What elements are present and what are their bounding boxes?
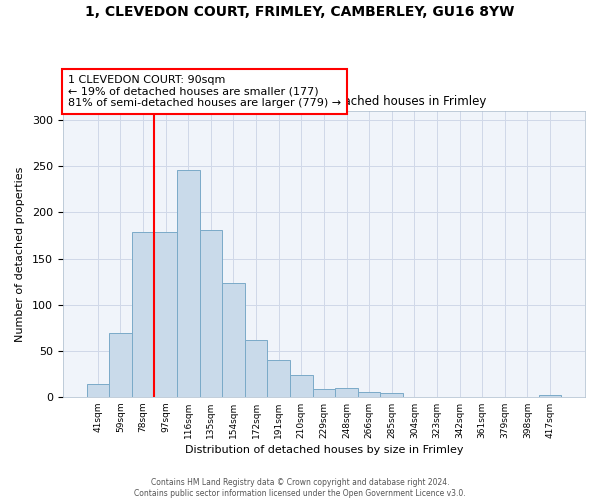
Bar <box>245 340 268 397</box>
Bar <box>109 333 132 397</box>
Title: Size of property relative to detached houses in Frimley: Size of property relative to detached ho… <box>162 96 486 108</box>
Bar <box>200 230 222 397</box>
Bar <box>177 170 200 397</box>
Bar <box>335 388 358 397</box>
Text: Contains HM Land Registry data © Crown copyright and database right 2024.
Contai: Contains HM Land Registry data © Crown c… <box>134 478 466 498</box>
Y-axis label: Number of detached properties: Number of detached properties <box>15 166 25 342</box>
Bar <box>86 384 109 397</box>
Bar <box>358 392 380 397</box>
X-axis label: Distribution of detached houses by size in Frimley: Distribution of detached houses by size … <box>185 445 463 455</box>
Bar <box>154 232 177 397</box>
Bar <box>290 374 313 397</box>
Bar <box>380 393 403 397</box>
Bar <box>222 284 245 397</box>
Bar <box>313 388 335 397</box>
Text: 1, CLEVEDON COURT, FRIMLEY, CAMBERLEY, GU16 8YW: 1, CLEVEDON COURT, FRIMLEY, CAMBERLEY, G… <box>85 5 515 19</box>
Bar <box>268 360 290 397</box>
Text: 1 CLEVEDON COURT: 90sqm
← 19% of detached houses are smaller (177)
81% of semi-d: 1 CLEVEDON COURT: 90sqm ← 19% of detache… <box>68 75 341 108</box>
Bar <box>132 232 154 397</box>
Bar <box>539 395 561 397</box>
